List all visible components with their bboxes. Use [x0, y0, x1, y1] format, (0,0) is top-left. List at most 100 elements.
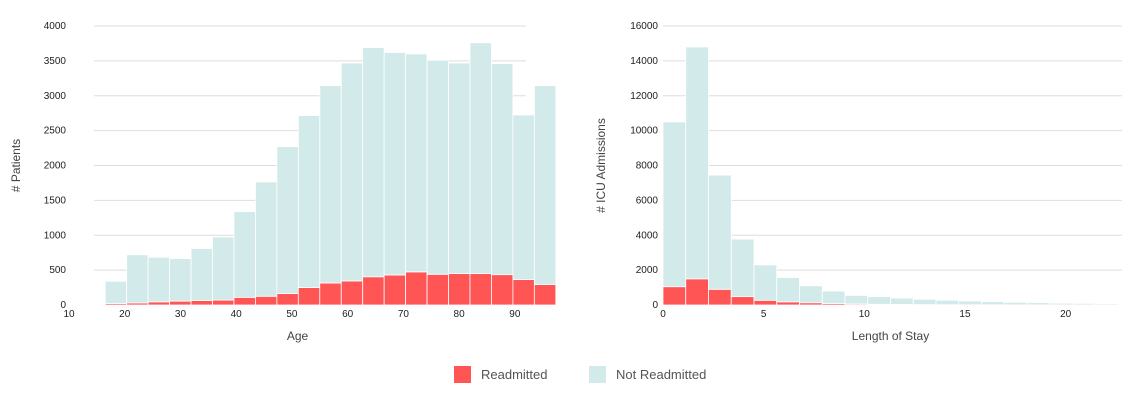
bar-not-readmitted	[1094, 303, 1119, 306]
legend-item-readmitted: Readmitted	[454, 364, 547, 384]
x-tick-label: 70	[398, 309, 410, 320]
bar-readmitted	[383, 274, 407, 306]
bar-not-readmitted	[533, 85, 557, 285]
y-tick-label: 2000	[636, 265, 659, 276]
x-tick-label: 10	[859, 309, 871, 320]
bar-not-readmitted	[753, 264, 778, 301]
bar-not-readmitted	[491, 63, 514, 276]
bar-not-readmitted	[276, 146, 299, 294]
bar-readmitted	[362, 276, 385, 306]
y-axis-label: # ICU Admissions	[594, 118, 608, 213]
bar-not-readmitted	[190, 248, 213, 301]
bar-not-readmitted	[685, 46, 709, 280]
bar-not-readmitted	[362, 47, 385, 278]
legend: Readmitted Not Readmitted	[0, 364, 1140, 386]
bar-not-readmitted	[448, 62, 471, 275]
x-tick-label: 90	[509, 309, 521, 320]
y-tick-label: 3000	[44, 91, 67, 102]
bar-readmitted	[212, 299, 235, 306]
bar-not-readmitted	[512, 114, 535, 280]
bar-not-readmitted	[844, 295, 869, 305]
bar-not-readmitted	[1072, 302, 1096, 306]
bar-not-readmitted	[799, 285, 823, 304]
x-axis-label: Age	[287, 329, 309, 343]
bar-not-readmitted	[981, 301, 1005, 306]
bar-not-readmitted	[426, 59, 449, 275]
bar-readmitted	[405, 271, 428, 306]
bar-not-readmitted	[867, 296, 891, 305]
bar-not-readmitted	[469, 42, 492, 275]
bar-readmitted	[190, 300, 213, 306]
bar-not-readmitted	[383, 52, 407, 276]
y-tick-label: 4000	[44, 21, 67, 32]
x-axis-label: Length of Stay	[852, 329, 929, 343]
bar-readmitted	[662, 286, 687, 306]
bar-not-readmitted	[821, 290, 846, 305]
bar-not-readmitted	[912, 298, 937, 306]
bar-readmitted	[297, 287, 321, 306]
y-tick-label: 16000	[630, 21, 658, 32]
bar-not-readmitted	[958, 300, 982, 306]
y-tick-label: 1500	[44, 195, 67, 206]
bar-not-readmitted	[147, 256, 170, 303]
bar-readmitted	[512, 279, 535, 306]
y-tick-label: 4000	[636, 230, 659, 241]
bar-not-readmitted	[104, 280, 128, 305]
bar-not-readmitted	[730, 238, 755, 298]
chart-1: 0 500 1000 1500 2000 2500 3000 3500 4000 10 20 30 40…	[9, 21, 557, 343]
y-tick-label: 2500	[44, 126, 67, 137]
bar-readmitted	[319, 282, 342, 306]
bar-readmitted	[340, 280, 364, 306]
bar-readmitted	[448, 273, 471, 306]
x-tick-label: 20	[1060, 309, 1072, 320]
y-tick-label: 6000	[636, 195, 659, 206]
bar-not-readmitted	[708, 174, 732, 290]
bar-readmitted	[147, 301, 170, 306]
legend-swatch-not-readmitted	[589, 365, 606, 383]
legend-label-not-readmitted: Not Readmitted	[616, 366, 707, 382]
x-tick-label: 40	[231, 309, 243, 320]
x-tick-label: 30	[175, 309, 187, 320]
bar-readmitted	[708, 288, 732, 306]
y-tick-label: 8000	[636, 161, 659, 172]
x-tick-label: 60	[342, 309, 354, 320]
bar-not-readmitted	[126, 254, 149, 304]
legend-label-readmitted: Readmitted	[481, 366, 548, 382]
bar-not-readmitted	[255, 181, 278, 297]
bar-not-readmitted	[212, 236, 235, 301]
bar-not-readmitted	[776, 277, 800, 303]
bar-readmitted	[426, 273, 449, 306]
x-tick-label: 50	[286, 309, 298, 320]
bar-not-readmitted	[1003, 301, 1028, 306]
bar-readmitted	[730, 296, 755, 306]
x-tick-label: 80	[454, 309, 466, 320]
y-tick-label: 10000	[630, 126, 658, 137]
bar-readmitted	[169, 300, 192, 306]
x-tick-label: 0	[660, 309, 666, 320]
bar-readmitted	[233, 296, 256, 306]
bar-readmitted	[533, 284, 557, 306]
bar-not-readmitted	[1049, 302, 1073, 306]
bar-not-readmitted	[405, 53, 428, 273]
bar-not-readmitted	[1026, 302, 1051, 306]
bar-readmitted	[276, 293, 299, 306]
bar-not-readmitted	[233, 211, 256, 298]
bar-not-readmitted	[169, 258, 192, 302]
y-tick-label: 500	[49, 265, 66, 276]
bar-readmitted	[753, 299, 778, 306]
x-tick-label: 10	[63, 309, 75, 320]
bar-not-readmitted	[319, 85, 342, 284]
x-tick-label: 20	[119, 309, 131, 320]
chart-2: 0 2000 4000 6000 8000 10000 12000 14000 16000 0 5 1…	[594, 21, 1122, 343]
bar-not-readmitted	[297, 115, 321, 288]
bar-not-readmitted	[890, 297, 914, 305]
bar-readmitted	[685, 278, 709, 306]
y-tick-label: 14000	[630, 56, 658, 67]
y-tick-label: 3500	[44, 56, 67, 67]
y-axis-label: # Patients	[9, 139, 23, 192]
bar-not-readmitted	[662, 121, 687, 288]
y-tick-label: 12000	[630, 91, 658, 102]
bar-readmitted	[469, 273, 492, 306]
